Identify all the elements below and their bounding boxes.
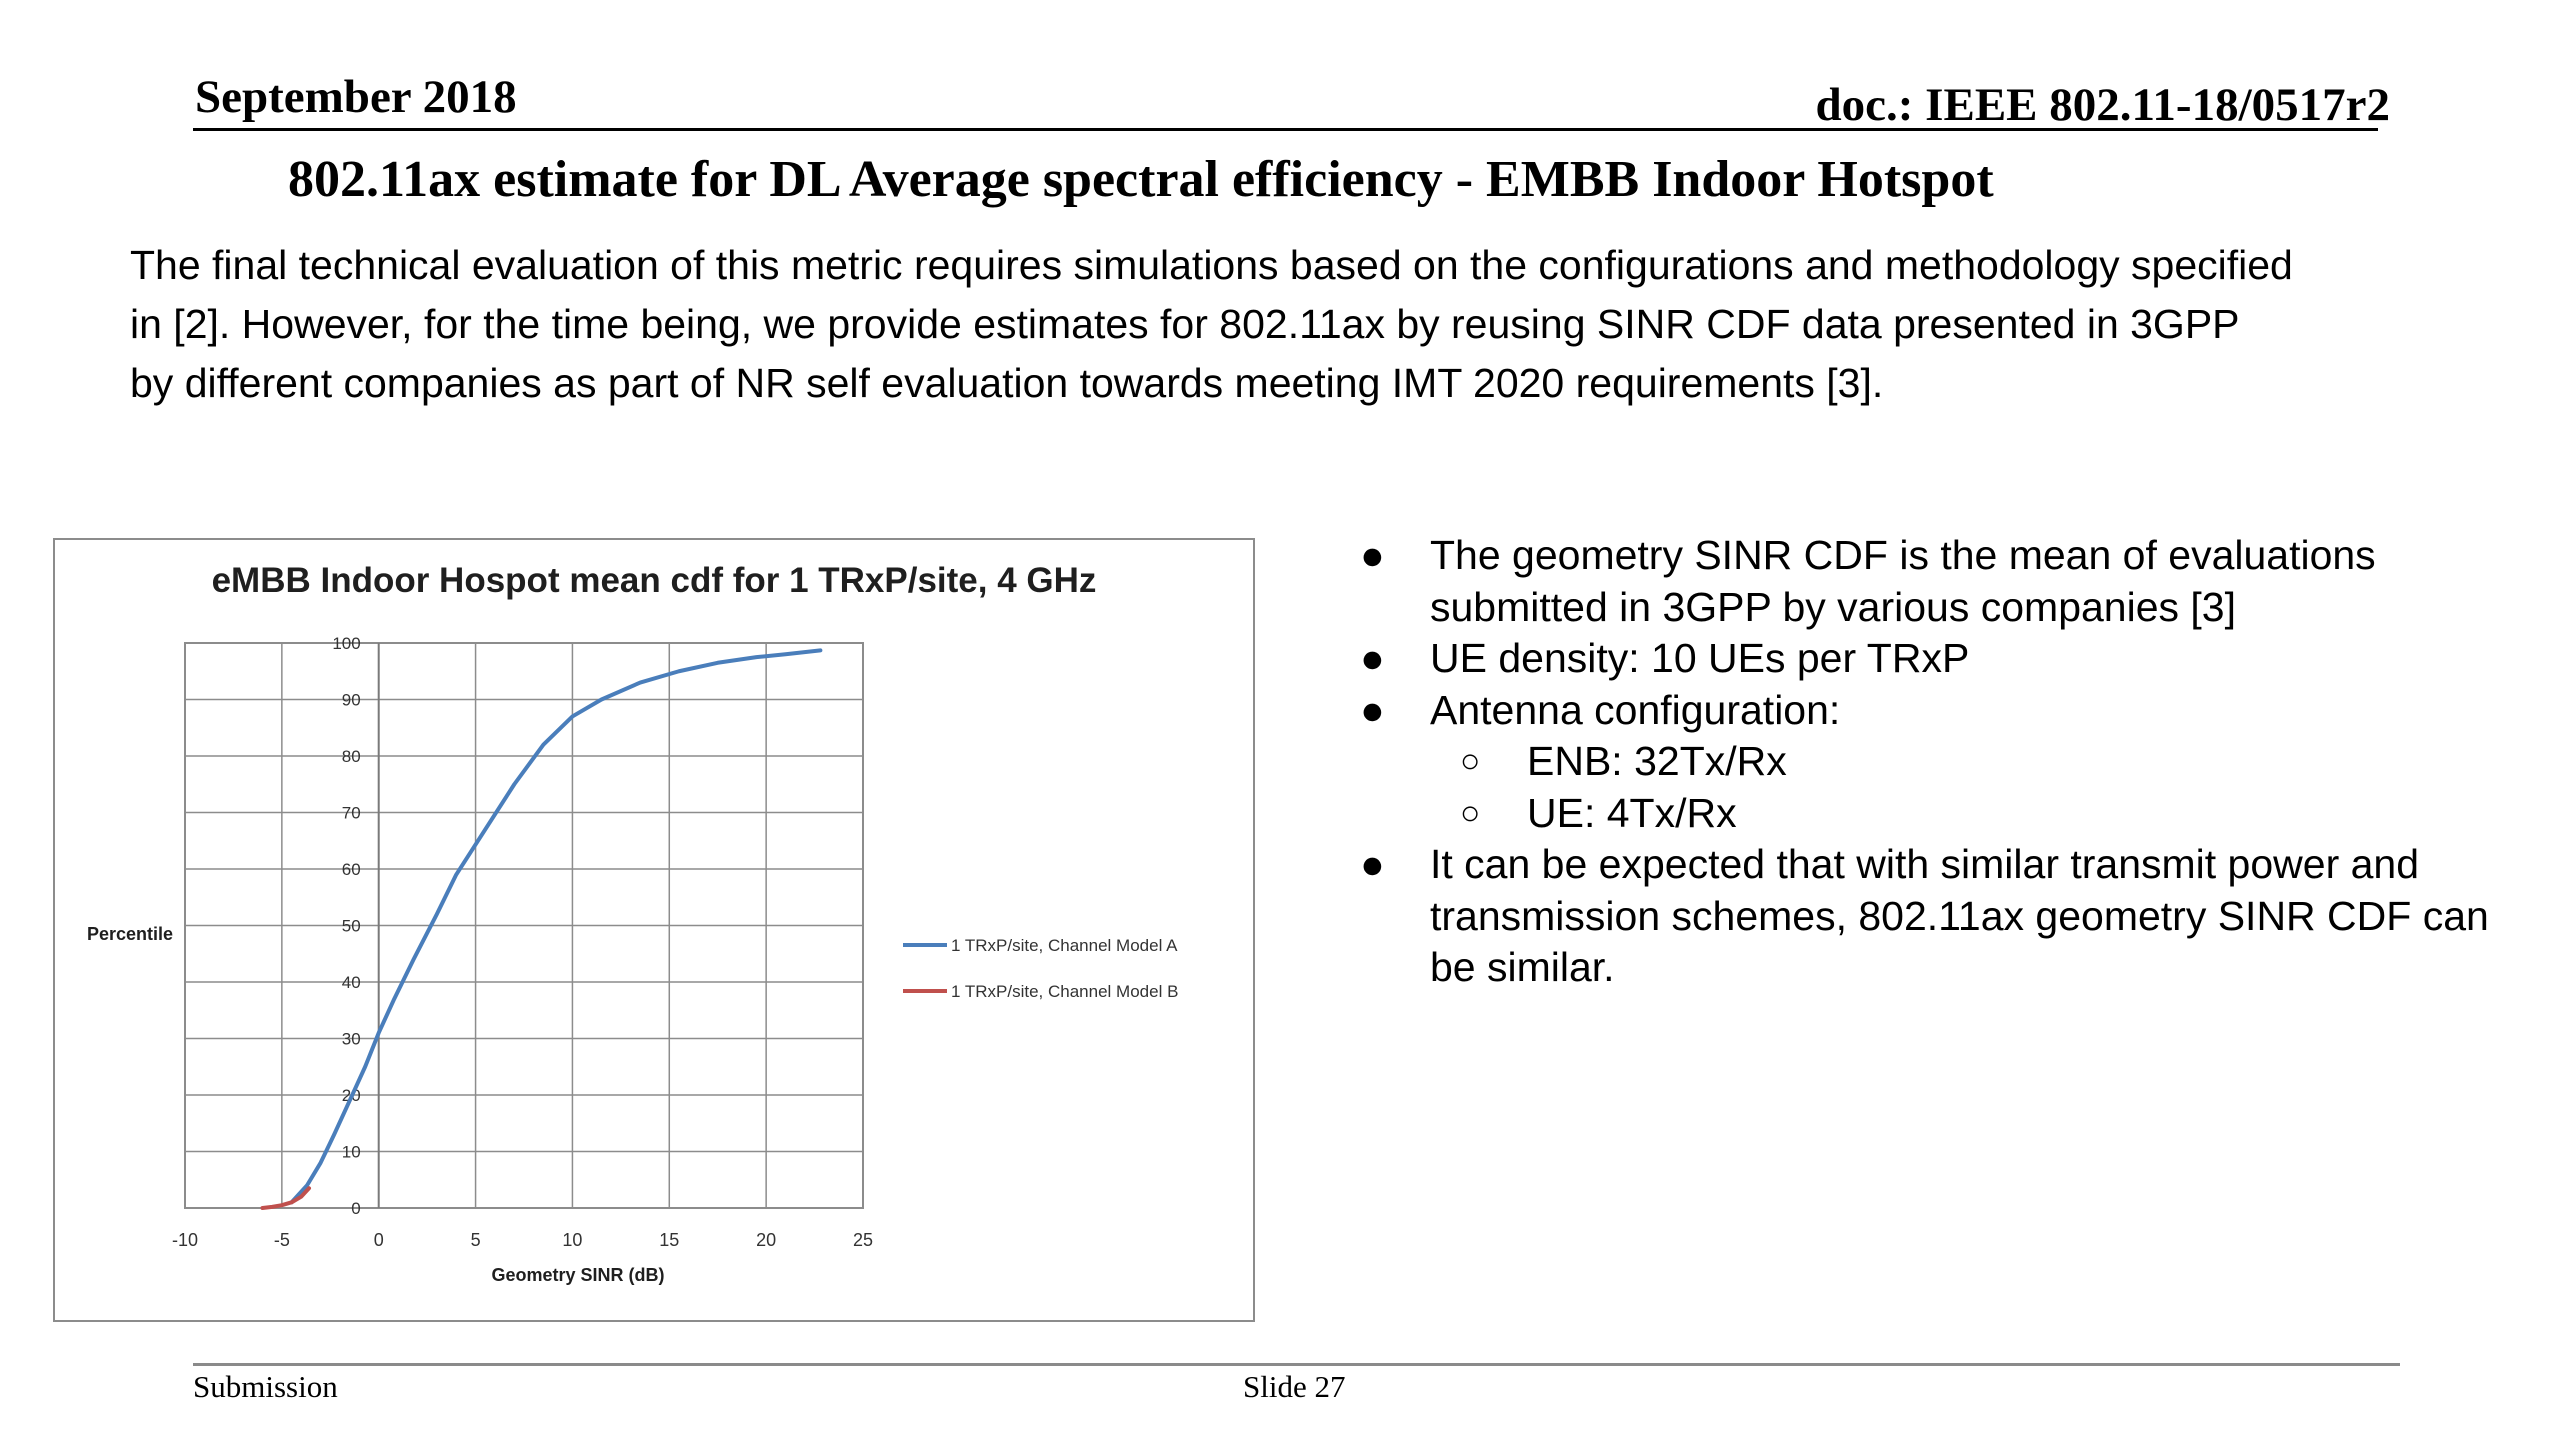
sub-bullet-circle: ○ xyxy=(1460,793,1481,832)
x-axis-label: Geometry SINR (dB) xyxy=(491,1265,664,1285)
y-tick-label: 30 xyxy=(342,1030,361,1049)
bullet-dot: ● xyxy=(1360,841,1385,887)
y-axis-label: Percentile xyxy=(87,924,173,944)
sub-bullet-item: ○ UE: 4Tx/Rx xyxy=(1360,788,2550,840)
x-tick-label: 15 xyxy=(659,1230,679,1250)
x-tick-label: 5 xyxy=(471,1230,481,1250)
intro-paragraph: The final technical evaluation of this m… xyxy=(130,236,2430,413)
x-tick-label: 20 xyxy=(756,1230,776,1250)
y-tick-label: 70 xyxy=(342,804,361,823)
series-line-2 xyxy=(260,1186,311,1210)
y-tick-label: 60 xyxy=(342,860,361,879)
intro-line: by different companies as part of NR sel… xyxy=(130,360,1884,406)
chart-legend: 1 TRxP/site, Channel Model A 1 TRxP/site,… xyxy=(903,936,1178,1001)
bullet-dot: ● xyxy=(1360,532,1385,578)
series-line-1 xyxy=(289,648,823,1205)
x-tick-label: -10 xyxy=(172,1230,198,1250)
sub-bullet-circle: ○ xyxy=(1460,742,1481,780)
bullet-text: UE density: 10 UEs per TRxP xyxy=(1430,635,1970,681)
chart-grid xyxy=(184,642,864,1209)
x-tick-label: 0 xyxy=(374,1230,384,1250)
chart-title: eMBB Indoor Hospot mean cdf for 1 TRxP/s… xyxy=(212,561,1097,600)
bullet-item: ● The geometry SINR CDF is the mean of e… xyxy=(1360,530,2550,633)
header-divider xyxy=(193,128,2378,131)
y-tick-label: 50 xyxy=(342,917,361,936)
footer-slide-number: Slide 27 xyxy=(1243,1369,1346,1404)
chart-series xyxy=(260,648,823,1210)
cdf-chart: eMBB Indoor Hospot mean cdf for 1 TRxP/s… xyxy=(87,561,1178,1285)
footer-submission: Submission xyxy=(193,1369,338,1404)
y-tick-label: 100 xyxy=(332,634,360,653)
y-tick-label: 90 xyxy=(342,691,361,710)
bullet-item: ● Antenna configuration: xyxy=(1360,685,2550,737)
sub-bullet-item: ○ ENB: 32Tx/Rx xyxy=(1360,736,2550,788)
sub-bullet-text: UE: 4Tx/Rx xyxy=(1527,789,1737,836)
chart-container: eMBB Indoor Hospot mean cdf for 1 TRxP/s… xyxy=(53,538,1255,1322)
bullet-text: Antenna configuration: xyxy=(1430,686,1841,733)
slide-title: 802.11ax estimate for DL Average spectra… xyxy=(288,151,1994,208)
bullet-text: It can be expected that with similar tra… xyxy=(1430,841,2420,887)
header-date: September 2018 xyxy=(195,71,517,123)
legend-label: 1 TRxP/site, Channel Model A xyxy=(951,936,1178,955)
bullet-dot: ● xyxy=(1360,686,1385,733)
y-tick-label: 10 xyxy=(342,1143,361,1162)
bullet-text: be similar. xyxy=(1430,944,1615,990)
bullet-text: The geometry SINR CDF is the mean of eva… xyxy=(1430,532,2376,578)
intro-line: in [2]. However, for the time being, we … xyxy=(130,301,2240,347)
bullet-text: transmission schemes, 802.11ax geometry … xyxy=(1430,892,2489,939)
footer-divider xyxy=(193,1363,2400,1366)
x-tick-label: 10 xyxy=(562,1230,582,1250)
x-tick-label: 25 xyxy=(853,1230,873,1250)
y-tick-label: 40 xyxy=(342,973,361,992)
sub-bullet-text: ENB: 32Tx/Rx xyxy=(1527,738,1787,784)
x-tick-label: -5 xyxy=(274,1230,290,1250)
bullet-list: ● The geometry SINR CDF is the mean of e… xyxy=(1360,530,2550,994)
y-tick-label: 0 xyxy=(351,1199,360,1218)
bullet-item: ● It can be expected that with similar t… xyxy=(1360,839,2550,994)
bullet-dot: ● xyxy=(1360,635,1385,681)
header-doc-id: doc.: IEEE 802.11-18/0517r2 xyxy=(1815,79,2390,131)
bullet-item: ● UE density: 10 UEs per TRxP xyxy=(1360,633,2550,685)
intro-line: The final technical evaluation of this m… xyxy=(130,242,2293,288)
bullet-text: submitted in 3GPP by various companies [… xyxy=(1430,583,2236,630)
legend-label: 1 TRxP/site, Channel Model B xyxy=(951,982,1178,1001)
y-tick-label: 80 xyxy=(342,747,361,766)
